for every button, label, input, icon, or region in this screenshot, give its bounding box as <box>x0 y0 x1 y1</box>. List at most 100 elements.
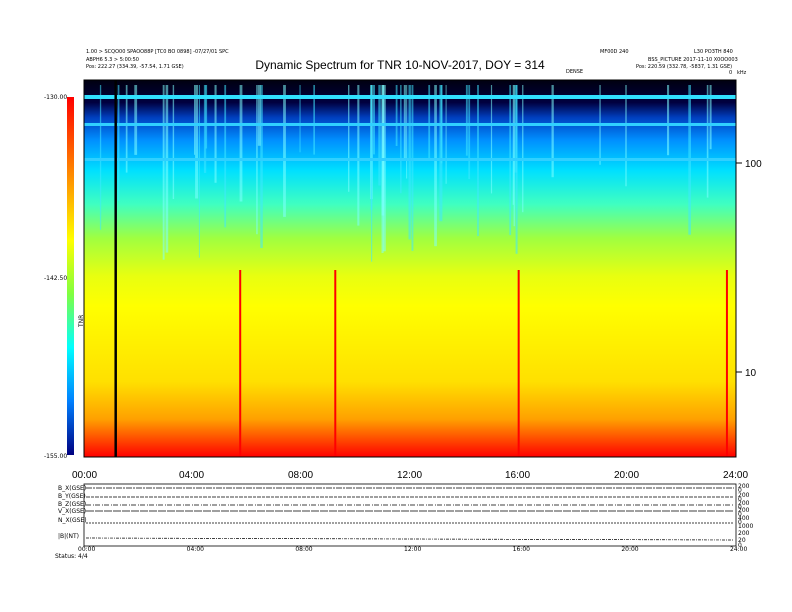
panel-right-tick-label: 0 <box>738 496 742 503</box>
panels-footer: Status: 4/4 <box>55 553 88 560</box>
header-right-line3: Pos: 220.59 (332.78, -5837, 1.31 GSE) <box>636 64 733 70</box>
panel-x-tick-label: 08:00 <box>295 546 312 553</box>
bursts <box>114 80 728 457</box>
streak <box>551 85 554 178</box>
panel-x-tick-label: 12:00 <box>404 546 421 553</box>
panel-right-tick-label: 200 <box>738 530 750 537</box>
streak <box>214 85 217 183</box>
panel-right-tick-label: 1000 <box>738 523 753 530</box>
streak <box>165 85 169 253</box>
panel-right-tick-label: 200 <box>738 492 750 499</box>
header-right-tag1: MF00D 240 <box>600 49 629 55</box>
streak <box>378 85 381 186</box>
streak <box>299 85 301 153</box>
chart-title: Dynamic Spectrum for TNR 10-NOV-2017, DO… <box>255 58 545 72</box>
cyan-band-upper <box>84 123 736 126</box>
xtick-label-2000: 20:00 <box>614 470 639 481</box>
xtick-label-2400: 24:00 <box>723 470 748 481</box>
streak <box>172 85 175 199</box>
streak <box>260 85 263 248</box>
streak <box>357 85 360 226</box>
panels-frame <box>83 483 737 547</box>
xtick-label-1200: 12:00 <box>397 470 422 481</box>
streak <box>195 85 199 199</box>
parameter-panels: B_X(GSE) B_Y(GSE) B_Z(GSE) V_X(GSE) N_X(… <box>55 483 753 560</box>
panel-label-bz: B_Z(GSE) <box>58 501 86 508</box>
streak <box>403 85 406 159</box>
header-right-small: 0 <box>729 70 733 76</box>
streak <box>411 85 414 251</box>
streak <box>198 85 200 258</box>
streak <box>515 85 518 254</box>
streak <box>205 85 208 149</box>
panel-right-tick-label: 0 <box>738 504 742 511</box>
streak <box>117 85 120 201</box>
header-right-tag2: L30 PO3TH 840 <box>694 49 733 55</box>
panel-label-btot: |B|(NT) <box>58 533 79 540</box>
streak <box>490 85 493 194</box>
panel-x-tick-label: 24:00 <box>730 546 747 553</box>
streak <box>381 85 384 253</box>
streak <box>468 85 471 180</box>
streak <box>313 85 315 155</box>
panel-right-tick-label: 0 <box>738 519 742 526</box>
streak <box>512 85 514 205</box>
panel-right-tick-label: 20 <box>738 537 746 544</box>
xtick-label-0000: 00:00 <box>72 470 97 481</box>
streak <box>406 85 408 179</box>
panel-right-tick-label: 200 <box>738 500 750 507</box>
streak <box>400 85 402 194</box>
panel-x-tick-label: 16:00 <box>513 546 530 553</box>
header-right-line2: BSS_PICTURE 2017-11-10 X0OO003 <box>648 57 738 63</box>
spectrogram <box>83 79 737 458</box>
colorbar-tick-top: -130.00 <box>44 94 67 101</box>
streak <box>99 85 102 230</box>
panel-label-nx: N_X(GSE) <box>58 517 87 524</box>
ytick-label-10: 10 <box>745 368 757 379</box>
streak <box>706 85 709 198</box>
streak <box>371 85 373 262</box>
streak <box>194 85 196 155</box>
streak <box>445 85 447 184</box>
colorbar-tick-mid: -142.50 <box>44 275 67 282</box>
panel-label-by: B_Y(GSE) <box>58 493 86 500</box>
header-left-line2: ABPH6 5.3 > 5:00:50 <box>86 57 139 63</box>
streak <box>283 85 286 217</box>
panel-x-tick-label: 00:00 <box>78 546 95 553</box>
header-right-corner: kHz <box>737 70 747 76</box>
panel-right-tick-label: 0 <box>738 487 742 494</box>
streak <box>373 85 375 155</box>
streak <box>625 85 627 187</box>
xtick-label-1600: 16:00 <box>505 470 530 481</box>
streak <box>439 85 443 222</box>
streak <box>709 85 712 150</box>
header-left-line1: 1.00 > SCQO00 SPAOO88P [TC0 BO 0898] -07… <box>86 49 229 55</box>
streak <box>428 85 431 160</box>
streak <box>408 85 411 240</box>
panel-right-tick-label: 400 <box>738 515 750 522</box>
streak <box>239 85 243 202</box>
colorbar <box>67 97 74 455</box>
streak <box>522 85 524 213</box>
panel-label-vx: V_X(GSE) <box>58 508 86 515</box>
streak <box>134 85 138 155</box>
streak <box>434 85 437 247</box>
panel-trace-btot <box>85 537 735 541</box>
xtick-label-0800: 08:00 <box>288 470 313 481</box>
colorbar-label: TNR <box>78 315 85 328</box>
header-left-line3: Pos: 222.27 (334.39, -57.54, 1.71 GSE) <box>86 64 184 70</box>
streak <box>667 85 670 156</box>
streak <box>348 85 350 192</box>
ytick-label-100: 100 <box>745 159 762 170</box>
streak <box>382 85 386 252</box>
panel-right-tick-label: 200 <box>738 483 750 490</box>
streak <box>257 85 261 146</box>
streak <box>162 85 165 260</box>
panel-label-bx: B_X(GSE) <box>58 485 86 492</box>
streak <box>203 85 207 173</box>
streak <box>395 85 398 146</box>
streak <box>465 85 468 156</box>
xtick-label-0400: 04:00 <box>179 470 204 481</box>
